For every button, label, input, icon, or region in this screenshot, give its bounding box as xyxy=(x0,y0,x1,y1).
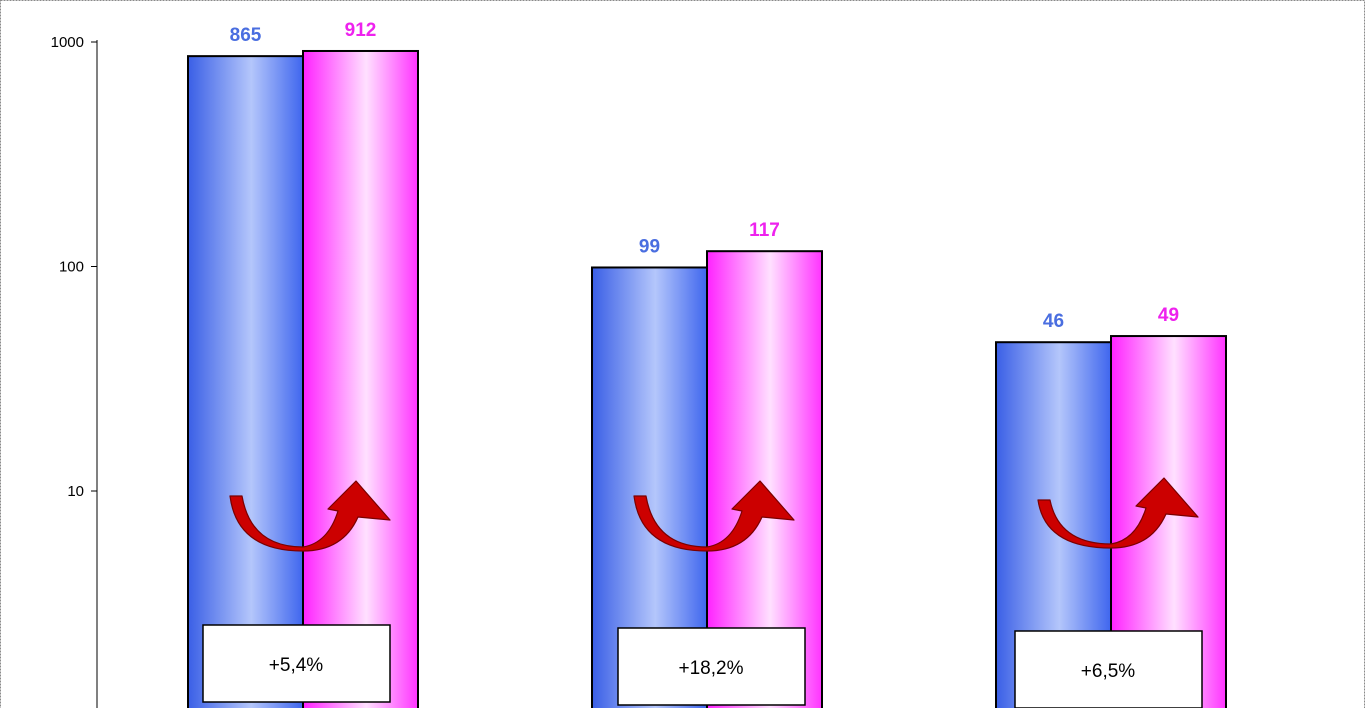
arrow-icon xyxy=(1037,477,1199,549)
change-box-2 xyxy=(617,627,806,706)
change-label-3: +6,5% xyxy=(1081,661,1136,682)
change-boxes: +5,4% +18,2% +6,5% xyxy=(202,624,1203,708)
data-label-group-2-series-1: 99 xyxy=(639,236,660,257)
arrows xyxy=(229,477,1199,552)
bar-group-1-series-2 xyxy=(302,49,419,708)
y-axis: 1000 100 10 xyxy=(51,34,98,708)
data-label-group-3-series-1: 46 xyxy=(1043,311,1064,332)
change-box-1 xyxy=(202,624,391,703)
y-tick-label: 1000 xyxy=(51,34,84,51)
bar-group-1-series-1 xyxy=(187,55,304,708)
arrow-icon xyxy=(229,480,391,552)
data-label-group-1-series-2: 912 xyxy=(345,20,377,41)
y-tick-label: 10 xyxy=(67,483,84,500)
arrow-icon xyxy=(633,480,795,552)
data-labels: 865 912 99 117 46 49 xyxy=(230,20,1179,332)
data-label-group-3-series-2: 49 xyxy=(1158,305,1179,326)
y-tick-label: 100 xyxy=(59,259,84,276)
bars xyxy=(187,49,1227,708)
data-label-group-1-series-1: 865 xyxy=(230,25,262,46)
data-label-group-2-series-2: 117 xyxy=(749,220,780,241)
change-label-1: +5,4% xyxy=(269,655,324,676)
change-label-2: +18,2% xyxy=(679,658,744,679)
change-box-3 xyxy=(1014,630,1203,708)
